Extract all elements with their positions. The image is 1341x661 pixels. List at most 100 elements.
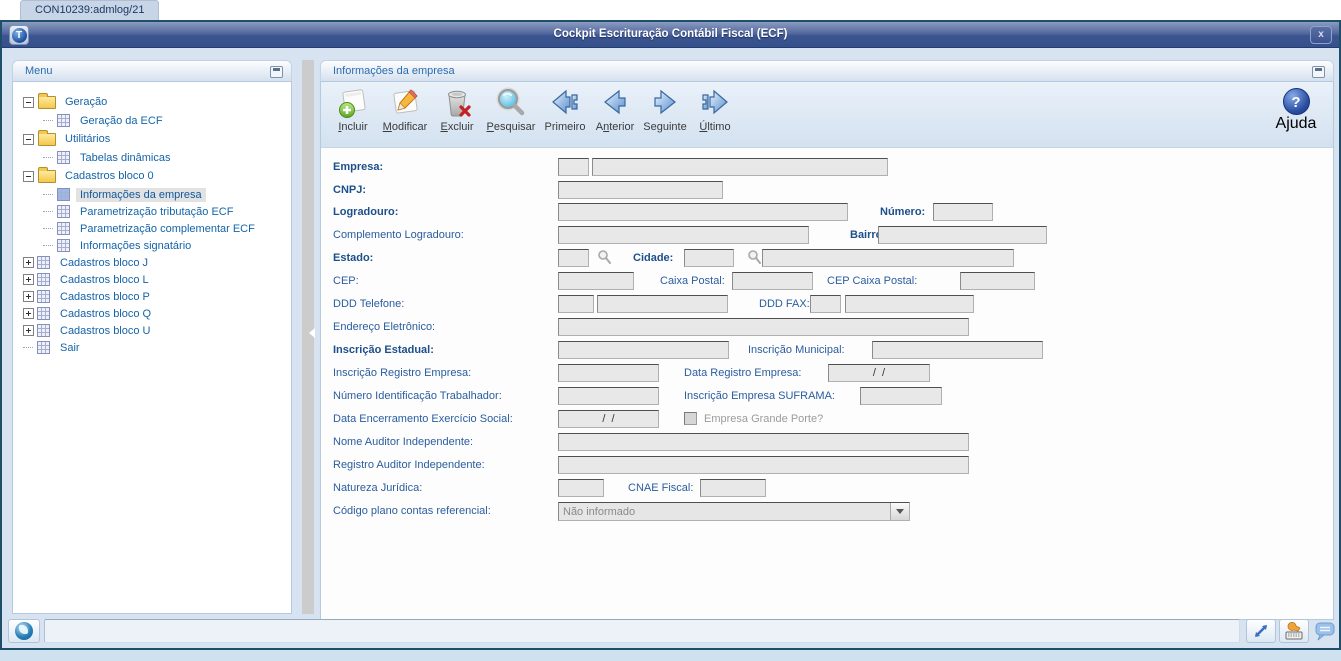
telefone-input[interactable] [597,295,728,313]
seguinte-button[interactable]: Seguinte [639,86,691,144]
estado-input[interactable] [558,249,589,267]
splitter-collapse-icon[interactable] [304,328,315,338]
numero-input[interactable] [933,203,993,221]
tree-item-cadastros-bloco-p[interactable]: Cadastros bloco P [21,288,287,305]
tree-item-sair[interactable]: Sair [21,339,287,356]
chevron-down-icon[interactable] [890,503,909,520]
tree-item-cadastros-bloco-l[interactable]: Cadastros bloco L [21,271,287,288]
cep-caixa-postal-input[interactable] [960,272,1035,290]
data-registro-empresa-input[interactable] [828,364,930,382]
ajuda-button[interactable]: ? Ajuda [1273,86,1319,144]
tree-item-cadastros-bloco-j[interactable]: Cadastros bloco J [21,254,287,271]
empresa-grande-porte-checkbox[interactable] [684,412,697,425]
first-record-icon [552,89,578,115]
inscricao-empresa-suframa-input[interactable] [860,387,942,405]
collapse-icon[interactable] [22,96,34,108]
tree-item-cadastros-bloco-0[interactable]: Cadastros bloco 0 [21,166,287,186]
expand-icon[interactable] [22,274,34,285]
settings-button[interactable] [1279,619,1309,643]
menu-minimize-icon[interactable] [270,66,283,78]
ddd-input[interactable] [558,295,594,313]
expand-icon[interactable] [22,308,34,319]
content-minimize-icon[interactable] [1312,66,1325,78]
inscricao-registro-empresa-input[interactable] [558,364,659,382]
tree-item-utilitarios[interactable]: Utilitários [21,129,287,149]
codigo-plano-contas-select[interactable]: Não informado [558,502,910,521]
fax-input[interactable] [845,295,974,313]
close-icon[interactable]: x [1310,26,1332,44]
inscricao-estadual-input[interactable] [558,341,729,359]
pesquisar-button[interactable]: Pesquisar [485,86,537,144]
expand-icon[interactable] [22,291,34,302]
registro-auditor-input[interactable] [558,456,969,474]
caixa-postal-input[interactable] [732,272,813,290]
cep-input[interactable] [558,272,634,290]
tree-connector [43,228,53,229]
expand-icon[interactable] [22,325,34,336]
session-tab[interactable]: CON10239:admlog/21 [20,0,160,20]
globe-icon [15,622,33,640]
help-icon: ? [1282,88,1310,115]
cep-caixa-postal-label: CEP Caixa Postal: [827,275,918,287]
inscricao-municipal-input[interactable] [872,341,1043,359]
grid-icon [37,256,50,269]
estado-lookup-icon[interactable] [597,249,612,265]
natureza-juridica-input[interactable] [558,479,604,497]
toolbar: Incluir Modificar [321,82,1333,148]
cidade-lookup-icon[interactable] [747,249,762,265]
incluir-button[interactable]: Incluir [327,86,379,144]
grid-icon [57,222,70,235]
collapse-icon[interactable] [22,170,34,182]
bairro-input[interactable] [878,226,1047,244]
endereco-eletronico-input[interactable] [558,318,969,336]
numero-identificacao-trabalhador-input[interactable] [558,387,659,405]
complemento-input[interactable] [558,226,809,244]
grid-icon [37,307,50,320]
tree-connector [43,245,53,246]
folder-icon [38,92,56,109]
empresa-name-input[interactable] [592,158,888,176]
cidade-name-input[interactable] [762,249,1014,267]
menu-tree-panel: Geração Geração da ECF Utilitários Tabel… [12,82,292,614]
anterior-button[interactable]: Anterior [589,86,641,144]
cnae-fiscal-input[interactable] [700,479,766,497]
logradouro-input[interactable] [558,203,848,221]
excluir-button[interactable]: Excluir [431,86,483,144]
tree-connector [43,120,53,121]
ddd-fax-input[interactable] [810,295,841,313]
tree-item-geracao-da-ecf[interactable]: Geração da ECF [21,112,287,129]
add-record-icon [339,89,366,118]
tree-item-cadastros-bloco-u[interactable]: Cadastros bloco U [21,322,287,339]
tree-connector [23,347,33,348]
complemento-label: Complemento Logradouro: [333,229,464,241]
registro-auditor-label: Registro Auditor Independente: [333,459,485,471]
panel-splitter[interactable] [302,60,315,614]
modificar-button[interactable]: Modificar [379,86,431,144]
tree-item-cadastros-bloco-q[interactable]: Cadastros bloco Q [21,305,287,322]
tree-item-geracao[interactable]: Geração [21,92,287,112]
chat-button[interactable] [1310,619,1340,643]
grid-icon [57,239,70,252]
tree-item-tabelas-dinamicas[interactable]: Tabelas dinâmicas [21,149,287,166]
nome-auditor-input[interactable] [558,433,969,451]
tree-item-parametrizacao-tributacao[interactable]: Parametrização tributação ECF [21,203,287,220]
natureza-juridica-label: Natureza Jurídica: [333,482,423,494]
cidade-code-input[interactable] [684,249,734,267]
connection-button[interactable] [8,619,40,643]
empresa-code-input[interactable] [558,158,589,176]
primeiro-button[interactable]: Primeiro [539,86,591,144]
menu-panel-title: Menu [25,65,53,77]
data-registro-empresa-label: Data Registro Empresa: [684,367,802,379]
resize-button[interactable] [1246,619,1276,643]
folder-icon [38,129,56,146]
grid-icon [37,341,50,354]
grid-icon [57,151,70,164]
tree-item-informacoes-signatario[interactable]: Informações signatário [21,237,287,254]
tree-item-parametrizacao-complementar[interactable]: Parametrização complementar ECF [21,220,287,237]
collapse-icon[interactable] [22,133,34,145]
data-encerramento-input[interactable] [558,410,659,428]
tree-item-informacoes-da-empresa[interactable]: Informações da empresa [21,186,287,203]
expand-icon[interactable] [22,257,34,268]
cnpj-input[interactable] [558,181,723,199]
ultimo-button[interactable]: Último [689,86,741,144]
